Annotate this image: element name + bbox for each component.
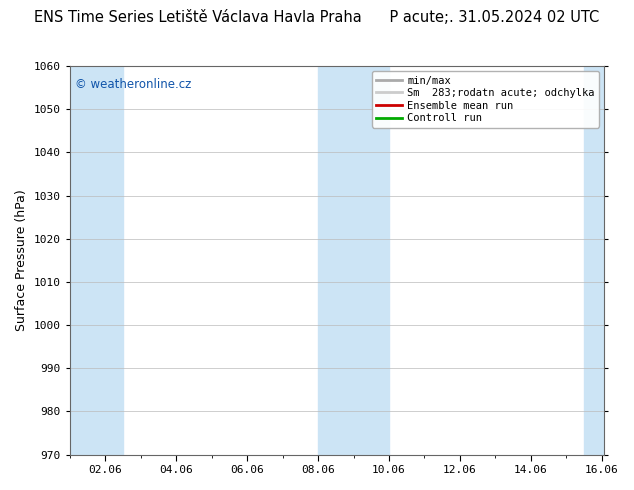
Bar [318, 66, 389, 455]
Y-axis label: Surface Pressure (hPa): Surface Pressure (hPa) [15, 190, 28, 331]
Text: © weatheronline.cz: © weatheronline.cz [75, 78, 191, 91]
Legend: min/max, Sm  283;rodatn acute; odchylka, Ensemble mean run, Controll run: min/max, Sm 283;rodatn acute; odchylka, … [372, 72, 599, 127]
Text: ENS Time Series Letiště Václava Havla Praha      P acute;. 31.05.2024 02 UTC: ENS Time Series Letiště Václava Havla Pr… [34, 10, 600, 25]
Bar [70, 66, 123, 455]
Bar [584, 66, 604, 455]
